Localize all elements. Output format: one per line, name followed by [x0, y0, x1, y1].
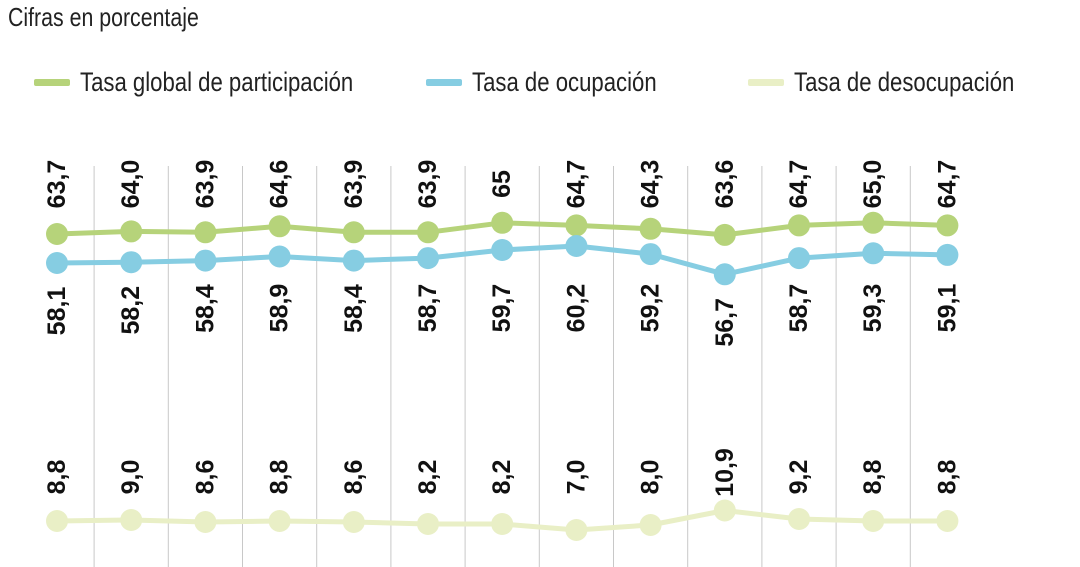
data-point [565, 235, 588, 257]
data-point [194, 249, 217, 272]
data-point [862, 510, 885, 532]
data-label: 58,1 [43, 287, 71, 336]
data-point [417, 247, 439, 270]
data-point [713, 223, 736, 246]
data-label: 10,9 [711, 448, 739, 497]
data-label: 64,3 [637, 160, 665, 209]
data-label: 63,7 [43, 160, 71, 209]
data-point [342, 221, 365, 244]
data-point [342, 249, 365, 272]
data-point [639, 217, 662, 240]
data-point [639, 514, 662, 536]
data-label: 58,9 [266, 284, 294, 333]
data-point [342, 511, 365, 533]
data-point [120, 220, 143, 243]
data-point [788, 247, 810, 270]
data-label: 65 [488, 170, 516, 198]
data-point [46, 223, 68, 245]
data-point [417, 221, 439, 244]
data-label: 64,7 [562, 160, 590, 209]
data-label: 64,7 [785, 160, 813, 209]
data-label: 8,6 [340, 460, 368, 495]
data-label: 8,6 [191, 460, 219, 495]
data-point [46, 252, 68, 274]
data-label: 8,2 [488, 460, 516, 495]
data-point [936, 214, 959, 237]
data-label: 63,6 [711, 160, 739, 209]
data-label: 63,9 [191, 160, 219, 209]
data-label: 9,0 [117, 460, 145, 495]
data-point [120, 251, 143, 274]
data-label: 59,1 [933, 284, 961, 333]
data-label: 58,4 [340, 284, 368, 333]
data-label: 59,3 [859, 284, 887, 333]
data-label: 64,7 [933, 160, 961, 209]
legend-item-desocupacion: Tasa de desocupación [748, 64, 1063, 100]
data-point [491, 211, 514, 234]
data-label: 58,4 [191, 284, 219, 333]
data-label: 58,2 [117, 286, 145, 335]
data-label: 63,9 [414, 160, 442, 209]
legend-label-desocupacion: Tasa de desocupación [794, 66, 1015, 97]
data-label: 8,8 [43, 460, 71, 495]
data-label: 8,8 [933, 460, 961, 495]
data-label: 9,2 [785, 460, 813, 495]
data-label: 64,6 [266, 160, 294, 209]
data-point [268, 215, 291, 238]
data-label: 8,8 [266, 460, 294, 495]
data-label: 7,0 [562, 460, 590, 495]
data-label: 64,0 [117, 160, 145, 209]
data-label: 65,0 [859, 160, 887, 209]
legend-swatch-desocupacion [748, 78, 784, 86]
data-label: 63,9 [340, 160, 368, 209]
legend-item-participacion: Tasa global de participación [34, 64, 413, 100]
data-point [491, 513, 514, 535]
legend-swatch-participacion [34, 78, 70, 86]
data-point [788, 214, 810, 237]
data-label: 59,7 [488, 284, 516, 333]
data-label: 8,2 [414, 460, 442, 495]
data-point [565, 519, 588, 541]
data-point [639, 243, 662, 266]
data-point [268, 510, 291, 532]
data-point [417, 513, 439, 535]
data-point [194, 221, 217, 244]
data-label: 58,7 [785, 284, 813, 333]
legend-swatch-ocupacion [426, 78, 462, 86]
data-point [936, 510, 959, 532]
data-label: 8,0 [637, 460, 665, 495]
data-label: 8,8 [859, 460, 887, 495]
chart-subtitle: Cifras en porcentaje [8, 2, 199, 32]
data-point [862, 211, 885, 234]
data-point [713, 499, 736, 522]
data-point [120, 509, 143, 531]
data-point [46, 510, 68, 532]
data-point [268, 245, 291, 268]
data-point [713, 263, 736, 286]
legend-item-ocupacion: Tasa de ocupación [426, 64, 697, 100]
data-label: 56,7 [711, 298, 739, 347]
legend-label-ocupacion: Tasa de ocupación [472, 66, 657, 97]
data-point [491, 239, 514, 261]
data-label: 60,2 [562, 284, 590, 333]
data-point [565, 214, 588, 237]
legend-label-participacion: Tasa global de participación [80, 66, 354, 97]
data-label: 58,7 [414, 284, 442, 333]
data-point [788, 508, 810, 530]
data-point [862, 242, 885, 265]
data-point [936, 243, 959, 266]
data-point [194, 511, 217, 533]
data-label: 59,2 [637, 284, 665, 333]
